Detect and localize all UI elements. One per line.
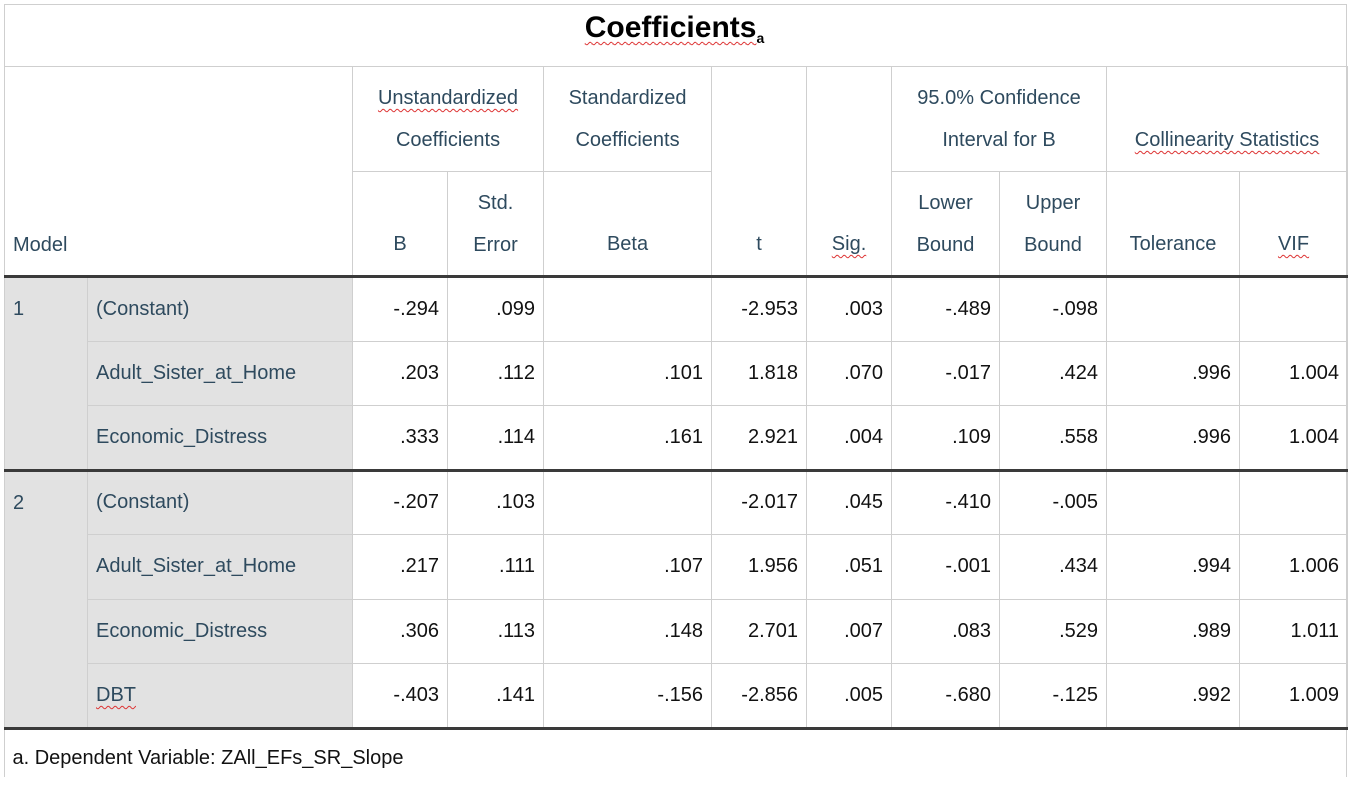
cell-b: .217: [352, 534, 449, 600]
cell-tol: .996: [1106, 340, 1241, 406]
standardized-header: Standardized Coefficients: [543, 66, 713, 172]
model-header: Model: [3, 66, 354, 277]
title-text: Coefficients: [584, 11, 757, 44]
predictor-label: Adult_Sister_at_Home: [86, 534, 354, 600]
cell-lb: -.017: [891, 340, 1001, 406]
predictor-label: Adult_Sister_at_Home: [86, 340, 354, 406]
cell-vif: [1239, 468, 1349, 535]
cell-b: .306: [352, 598, 449, 664]
cell-tol: .989: [1106, 598, 1241, 664]
cell-vif: 1.004: [1239, 340, 1349, 406]
cell-lb: .109: [891, 405, 1001, 471]
cell-vif: 1.011: [1239, 598, 1349, 664]
cell-sig: .004: [806, 405, 893, 471]
table-row: 1 (Constant) -.294.099 -2.953.003 -.489 -.098: [4, 275, 1349, 471]
cell-b: .333: [352, 405, 449, 471]
table-row: DBT -.403.141 -.156 -2.856.005 -.680 -.125.99…: [5, 663, 1349, 729]
predictor-label: (Constant): [86, 275, 354, 342]
cell-beta: .148: [543, 598, 713, 664]
model-number: 2: [4, 468, 88, 729]
cell-sig: .070: [806, 340, 893, 406]
upper-bound-header: Upper Bound: [999, 171, 1108, 277]
coefficients-table: Model Unstandardized Coefficients Standa…: [3, 66, 1349, 788]
cell-ub: .558: [999, 405, 1108, 471]
cell-b: .203: [352, 340, 449, 406]
cell-sig: .051: [806, 534, 893, 600]
cell-lb: -.410: [891, 468, 1001, 535]
table-row: Economic_Distress .306.113.148 2.701.007.0…: [5, 598, 1349, 664]
cell-se: .114: [447, 405, 545, 471]
collinearity-header: Collinearity Statistics: [1106, 66, 1349, 172]
cell-sig: .045: [806, 468, 893, 535]
footnote: a. Dependent Variable: ZAll_EFs_SR_Slope: [4, 726, 1348, 788]
sig-header: Sig.: [806, 66, 893, 277]
cell-t: -2.017: [711, 468, 808, 535]
cell-sig: .005: [806, 663, 893, 729]
cell-t: 2.921: [711, 405, 808, 471]
unstandardized-header: Unstandardized Coefficients: [352, 66, 545, 172]
cell-lb: -.680: [891, 663, 1001, 729]
b-header: B: [352, 171, 449, 277]
predictor-label: DBT: [86, 663, 354, 729]
lower-bound-header: Lower Bound: [891, 171, 1001, 277]
ci-header: 95.0% Confidence Interval for B: [891, 66, 1108, 172]
cell-ub: -.005: [999, 468, 1108, 535]
cell-b: -.294: [352, 275, 449, 342]
cell-vif: 1.004: [1239, 405, 1349, 471]
vif-header: VIF: [1239, 171, 1349, 277]
cell-se: .099: [447, 275, 545, 342]
cell-tol: [1106, 275, 1241, 342]
t-header: t: [711, 66, 808, 277]
cell-tol: [1106, 468, 1241, 535]
cell-vif: [1239, 275, 1349, 342]
table-row: 2 (Constant) -.207.103 -2.017.045 -.410 -.005: [4, 468, 1349, 729]
cell-t: -2.953: [711, 275, 808, 342]
model-number: 1: [4, 275, 88, 471]
cell-se: .103: [447, 468, 545, 535]
cell-beta: .161: [543, 405, 713, 471]
cell-beta: .101: [543, 340, 713, 406]
cell-beta: .107: [543, 534, 713, 600]
tolerance-header: Tolerance: [1106, 171, 1241, 277]
cell-lb: -.001: [891, 534, 1001, 600]
cell-t: 1.956: [711, 534, 808, 600]
cell-sig: .003: [806, 275, 893, 342]
predictor-label: (Constant): [86, 468, 354, 535]
std-error-header: Std. Error: [447, 171, 545, 277]
cell-b: -.403: [352, 663, 449, 729]
cell-tol: .994: [1106, 534, 1241, 600]
cell-t: 2.701: [711, 598, 808, 664]
cell-se: .141: [447, 663, 545, 729]
predictor-label: Economic_Distress: [86, 405, 354, 471]
cell-t: -2.856: [711, 663, 808, 729]
cell-lb: -.489: [891, 275, 1001, 342]
cell-se: .112: [447, 340, 545, 406]
cell-ub: .529: [999, 598, 1108, 664]
cell-ub: -.125: [999, 663, 1108, 729]
cell-ub: -.098: [999, 275, 1108, 342]
cell-se: .113: [447, 598, 545, 664]
cell-beta: [543, 468, 713, 535]
cell-se: .111: [447, 534, 545, 600]
table-title: Coefficientsa: [0, 4, 1349, 66]
table-row: Adult_Sister_at_Home .217.111.107 1.956.05…: [5, 534, 1349, 600]
cell-ub: .434: [999, 534, 1108, 600]
cell-beta: -.156: [543, 663, 713, 729]
predictor-label: Economic_Distress: [86, 598, 354, 664]
cell-ub: .424: [999, 340, 1108, 406]
cell-tol: .992: [1106, 663, 1241, 729]
cell-vif: 1.009: [1239, 663, 1349, 729]
cell-b: -.207: [352, 468, 449, 535]
cell-lb: .083: [891, 598, 1001, 664]
table-row: Adult_Sister_at_Home .203.112.101 1.818.07…: [5, 340, 1349, 406]
cell-sig: .007: [806, 598, 893, 664]
title-footnote-marker: a: [756, 30, 765, 46]
beta-header: Beta: [543, 171, 713, 277]
cell-t: 1.818: [711, 340, 808, 406]
cell-vif: 1.006: [1239, 534, 1349, 600]
cell-beta: [543, 275, 713, 342]
cell-tol: .996: [1106, 405, 1241, 471]
table-row: Economic_Distress .333.114.161 2.921.004.1…: [5, 405, 1349, 471]
